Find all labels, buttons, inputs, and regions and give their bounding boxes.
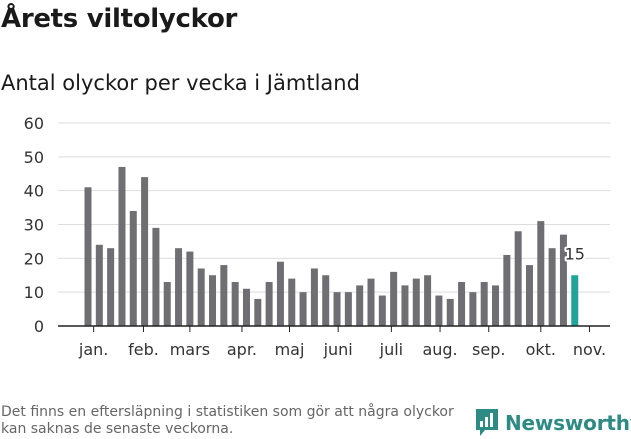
bar [435,295,443,326]
footnote: Det finns en eftersläpning i statistiken… [1,404,454,437]
chart-title: Årets viltolyckor [1,4,238,34]
newsworthy-brand[interactable]: Newsworthy [475,408,631,438]
y-tick-label: 60 [24,114,44,133]
bar [299,292,307,326]
bar [469,292,477,326]
brand-name: Newsworthy [505,411,631,435]
bar [84,187,92,326]
bar [548,248,556,326]
bar [107,248,115,326]
bar [412,278,420,326]
bar [220,265,228,326]
bar [242,288,250,326]
y-tick-label: 40 [24,182,44,201]
bar [559,234,567,326]
x-tick-label: juni [323,340,353,359]
bar [197,268,205,326]
y-tick-label: 50 [24,148,44,167]
bar [276,261,284,326]
bar [209,275,217,326]
y-tick-label: 0 [34,317,44,336]
bar [458,282,466,326]
bar [118,166,126,326]
x-tick-label: aug. [422,340,457,359]
bar [480,282,488,326]
bar [129,210,137,326]
bar [254,298,262,326]
bar [356,285,364,326]
bar [95,244,103,326]
bar [344,292,352,326]
x-tick-label: nov. [573,340,606,359]
bar [367,278,375,326]
y-tick-label: 30 [24,216,44,235]
bar [288,278,296,326]
bar [265,282,273,326]
x-tick-label: jan. [78,340,108,359]
bar [152,227,160,326]
x-tick-label: feb. [128,340,159,359]
bar [310,268,318,326]
y-tick-label: 10 [24,283,44,302]
x-tick-label: apr. [227,340,257,359]
bar [446,298,454,326]
y-tick-label: 20 [24,249,44,268]
bar [175,248,183,326]
bar [390,271,398,326]
x-tick-label: juli [379,340,403,359]
bar [163,282,171,326]
bar [503,254,511,326]
bar [141,177,149,326]
bar [537,221,545,326]
bar [186,251,194,326]
bar [492,285,500,326]
bar [322,275,330,326]
bar [378,295,386,326]
bar [401,285,409,326]
x-tick-label: mars [170,340,210,359]
bar [333,292,341,326]
bar [424,275,432,326]
highlight-bar [571,275,579,326]
bar [231,282,239,326]
bar [525,265,533,326]
x-tick-label: okt. [526,340,556,359]
bar-chart: 0 10 20 30 40 50 60 jan. feb. mars apr. maj juni juli… [24,114,610,359]
x-tick-label: maj [275,340,305,359]
data-label-last: 15 [565,244,585,263]
bar [514,231,522,326]
chart-subtitle: Antal olyckor per vecka i Jämtland [1,71,360,95]
x-tick-label: sep. [472,340,505,359]
newsworthy-logo-icon [476,409,498,436]
